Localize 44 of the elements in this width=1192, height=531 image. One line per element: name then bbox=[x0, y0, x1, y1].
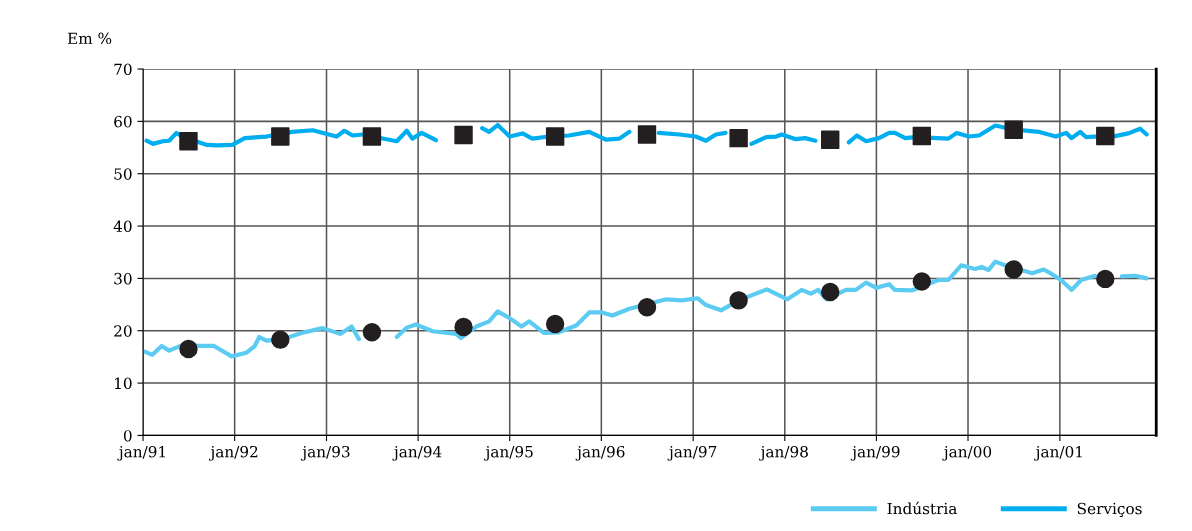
point bbox=[271, 127, 290, 146]
y-tick-label: 40 bbox=[113, 220, 132, 233]
point bbox=[271, 330, 290, 349]
point bbox=[179, 339, 198, 359]
point bbox=[545, 314, 565, 334]
point bbox=[912, 272, 932, 291]
legend-label: Indústria bbox=[887, 501, 957, 515]
point bbox=[362, 323, 382, 342]
x-tick-label: jan/96 bbox=[575, 445, 625, 461]
point bbox=[637, 125, 657, 144]
point bbox=[454, 125, 473, 145]
x-tick-label: jan/92 bbox=[209, 445, 258, 461]
y-tick-label: 60 bbox=[114, 115, 132, 128]
point bbox=[912, 126, 932, 146]
point bbox=[729, 128, 748, 148]
point bbox=[179, 132, 198, 151]
x-tick-label: jan/99 bbox=[850, 445, 900, 461]
y-tick-label: 30 bbox=[114, 272, 132, 285]
legend-label: Serviços bbox=[1077, 502, 1142, 518]
x-tick-label: jan/97 bbox=[667, 445, 717, 461]
point bbox=[821, 130, 840, 149]
x-tick-label: jan/98 bbox=[759, 445, 808, 461]
x-tick-label: jan/91 bbox=[117, 445, 166, 461]
y-tick-label: 70 bbox=[114, 63, 132, 76]
point bbox=[729, 291, 748, 310]
point bbox=[545, 127, 565, 146]
y-tick-label: 0 bbox=[123, 429, 132, 442]
y-tick-label: 10 bbox=[115, 377, 132, 390]
x-tick-label: jan/95 bbox=[484, 445, 533, 461]
x-tick-label: jan/93 bbox=[300, 445, 350, 461]
point bbox=[454, 317, 473, 337]
y-tick-label: 50 bbox=[114, 168, 132, 180]
point bbox=[821, 282, 840, 302]
point bbox=[1096, 269, 1115, 289]
point bbox=[1096, 126, 1115, 146]
x-tick-label: jan/00 bbox=[942, 445, 992, 461]
point bbox=[637, 297, 657, 317]
point bbox=[1004, 260, 1023, 279]
point bbox=[1004, 120, 1023, 139]
x-tick-label: jan/01 bbox=[1034, 445, 1082, 461]
x-tick-label: jan/94 bbox=[392, 445, 442, 461]
point bbox=[362, 127, 382, 146]
y-tick-label: 20 bbox=[114, 325, 132, 337]
y-axis-title: Em % bbox=[67, 32, 112, 45]
